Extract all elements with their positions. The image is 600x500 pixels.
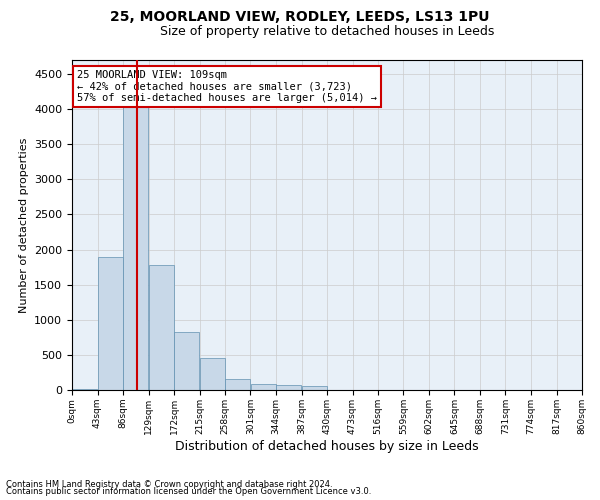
Bar [276,386,301,390]
Bar [149,265,174,390]
Text: Contains public sector information licensed under the Open Government Licence v3: Contains public sector information licen… [6,487,371,496]
Y-axis label: Number of detached properties: Number of detached properties [19,138,29,312]
Text: Contains HM Land Registry data © Crown copyright and database right 2024.: Contains HM Land Registry data © Crown c… [6,480,332,489]
Bar [251,384,276,390]
Bar [98,256,123,390]
Title: Size of property relative to detached houses in Leeds: Size of property relative to detached ho… [160,25,494,38]
Bar [123,74,148,390]
Text: 25 MOORLAND VIEW: 109sqm
← 42% of detached houses are smaller (3,723)
57% of sem: 25 MOORLAND VIEW: 109sqm ← 42% of detach… [77,70,377,103]
Bar [302,386,327,390]
Bar [200,358,225,390]
Bar [225,379,250,390]
X-axis label: Distribution of detached houses by size in Leeds: Distribution of detached houses by size … [175,440,479,452]
Bar [174,332,199,390]
Text: 25, MOORLAND VIEW, RODLEY, LEEDS, LS13 1PU: 25, MOORLAND VIEW, RODLEY, LEEDS, LS13 1… [110,10,490,24]
